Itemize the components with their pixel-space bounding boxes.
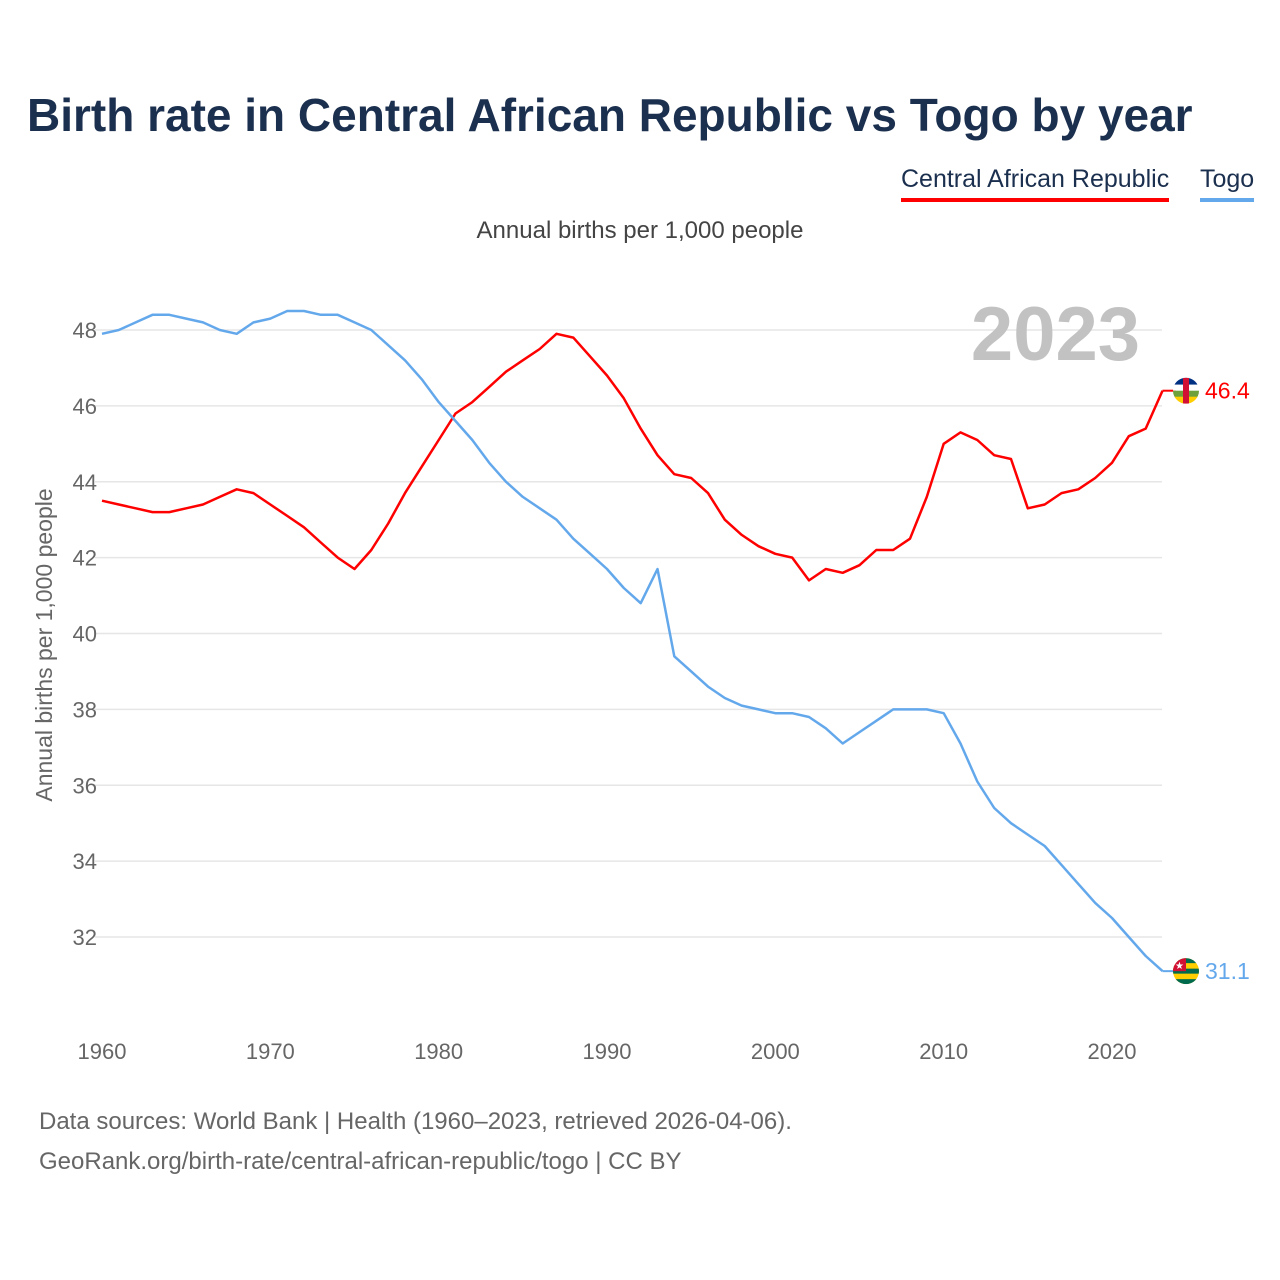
y-tick-label: 48: [73, 318, 97, 343]
y-tick-label: 40: [73, 622, 97, 647]
x-tick-label: 1990: [583, 1039, 632, 1064]
series-line-central-african-republic: [101, 332, 1164, 582]
x-tick-label: 1970: [246, 1039, 295, 1064]
source-url: GeoRank.org/birth-rate/central-african-r…: [39, 1148, 682, 1175]
x-tick-label: 1960: [78, 1039, 127, 1064]
x-tick-label: 1980: [414, 1039, 463, 1064]
legend-item-togo[interactable]: Togo: [1200, 165, 1255, 202]
chart-subtitle: Annual births per 1,000 people: [476, 217, 804, 244]
y-tick-label: 38: [73, 697, 97, 722]
y-axis-label: Annual births per 1,000 people: [31, 488, 57, 801]
x-tick-label: 2010: [919, 1039, 968, 1064]
series-line-togo: [101, 309, 1164, 973]
car-flag-icon: [1173, 377, 1199, 404]
y-tick-label: 44: [73, 470, 97, 495]
svg-text:★: ★: [1175, 961, 1184, 972]
togo-flag-icon: ★: [1173, 958, 1199, 985]
x-tick-label: 2020: [1088, 1039, 1137, 1064]
legend-item-central-african-republic[interactable]: Central African Republic: [901, 165, 1170, 202]
y-tick-label: 36: [73, 773, 97, 798]
y-tick-label: 34: [73, 849, 97, 874]
end-value-label: 46.4: [1205, 378, 1250, 404]
y-tick-label: 46: [73, 394, 97, 419]
x-tick-label: 2000: [751, 1039, 800, 1064]
end-value-label: 31.1: [1205, 958, 1250, 984]
y-tick-label: 32: [73, 925, 97, 950]
source-line: Data sources: World Bank | Health (1960–…: [39, 1108, 792, 1135]
year-watermark: 2023: [971, 292, 1140, 377]
chart-title: Birth rate in Central African Republic v…: [27, 89, 1193, 141]
y-tick-label: 42: [73, 546, 97, 571]
